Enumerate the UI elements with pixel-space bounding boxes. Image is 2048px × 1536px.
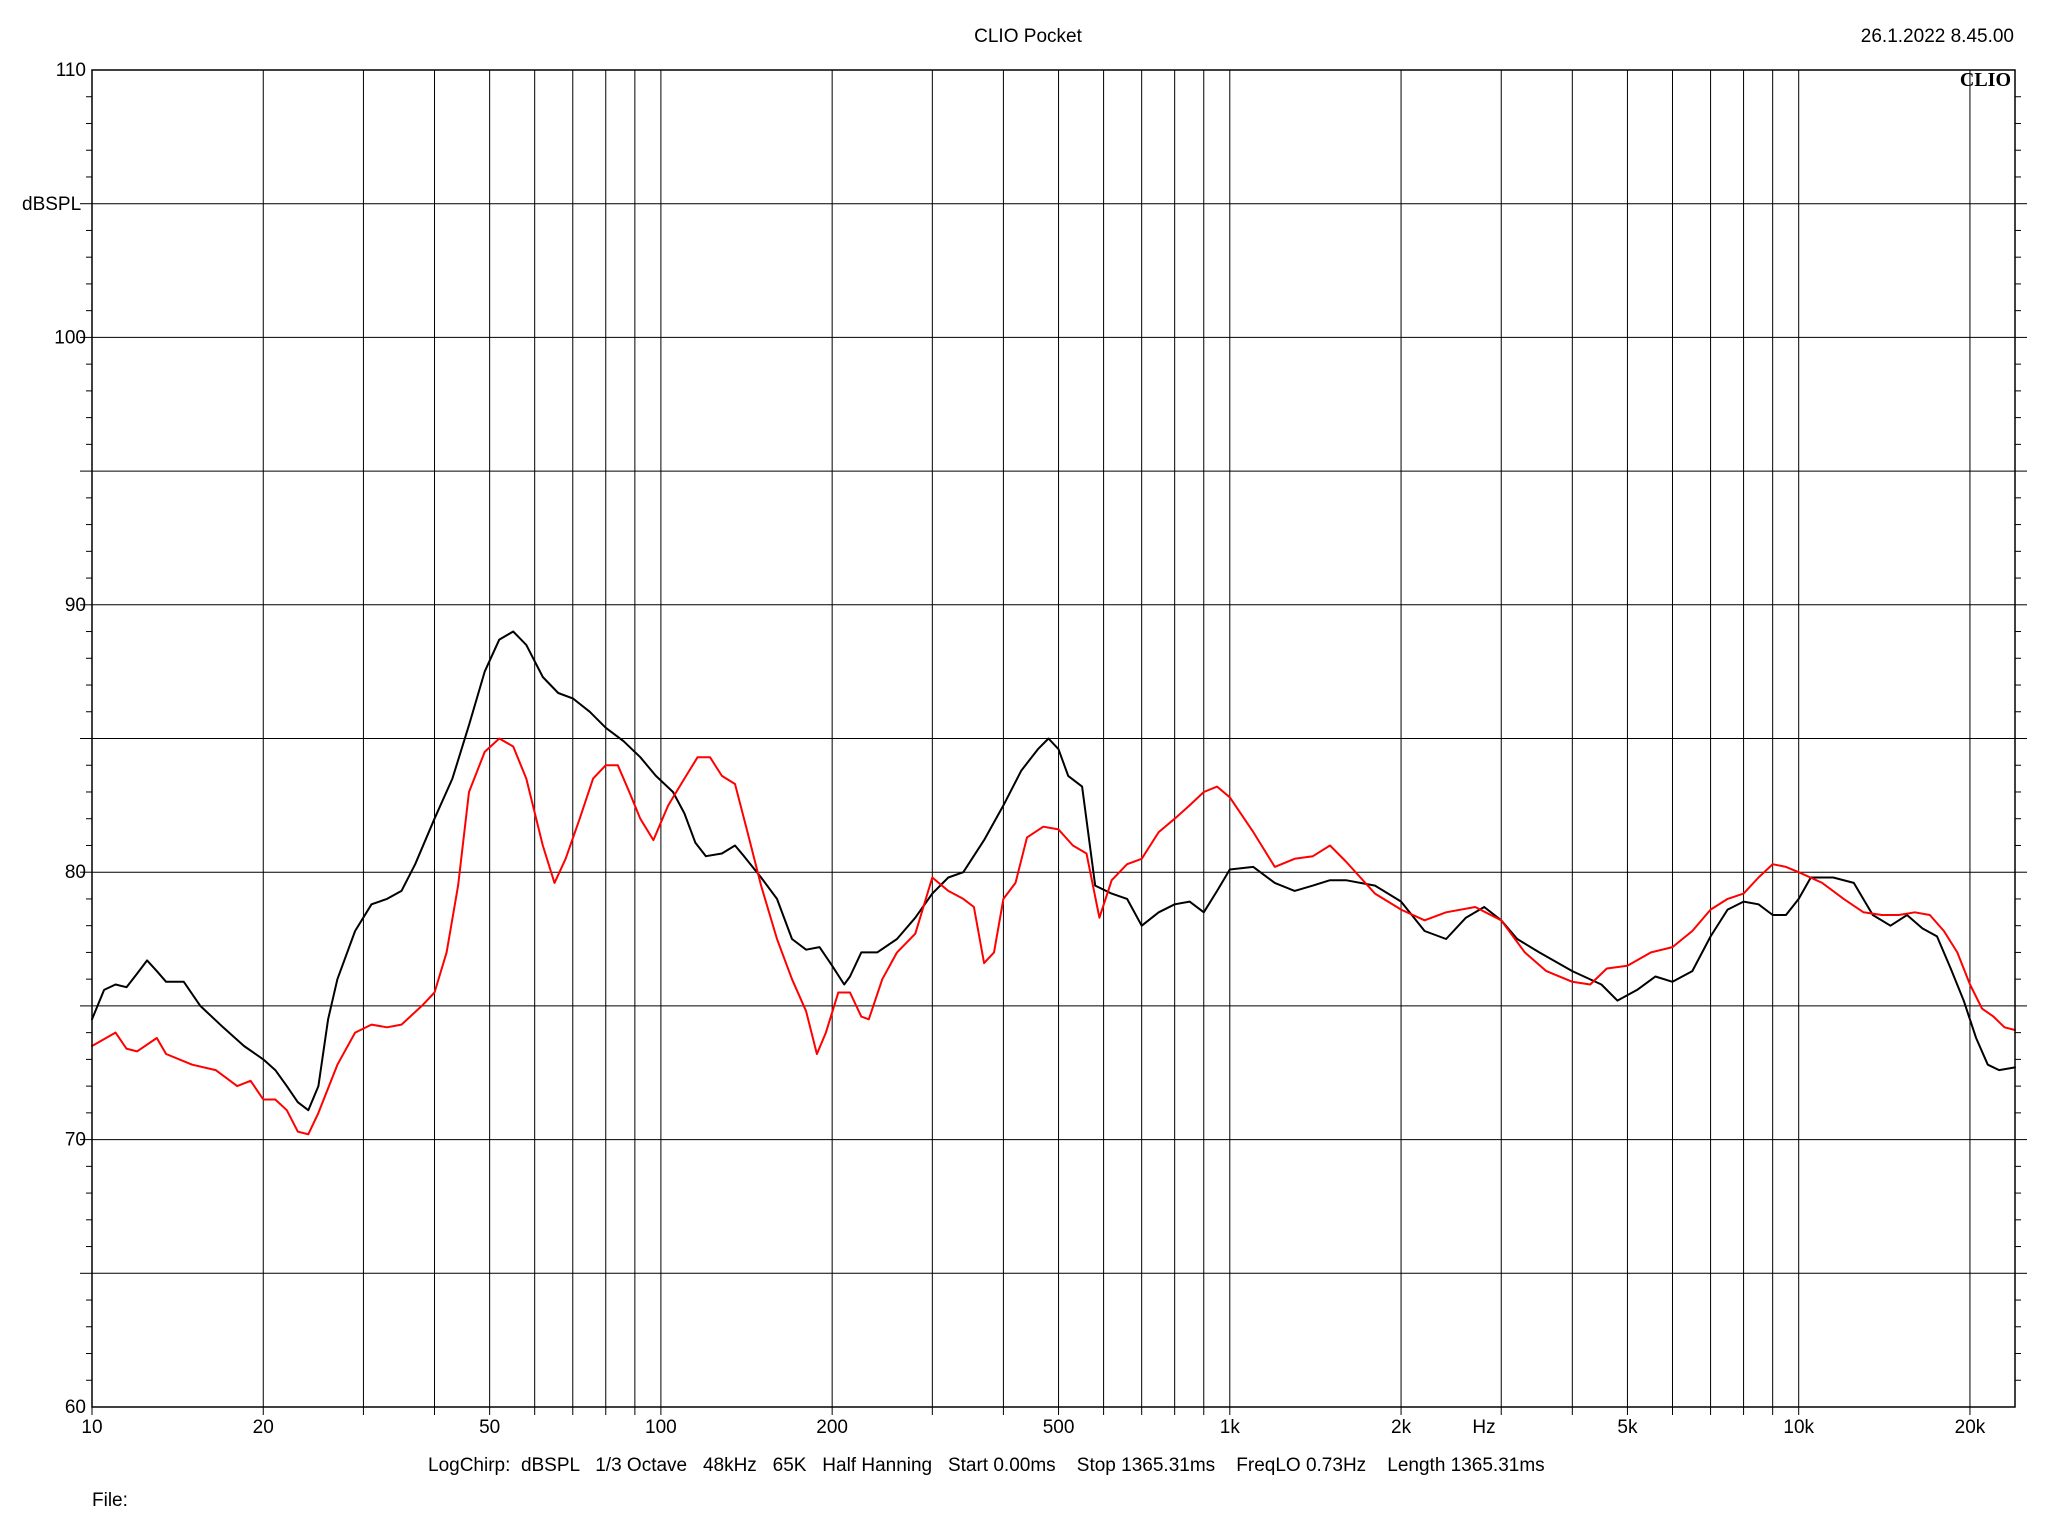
chart-title: CLIO Pocket: [974, 26, 1082, 47]
x-tick-label: 20k: [1955, 1417, 1986, 1438]
y-tick-label: 90: [65, 595, 86, 616]
grid-lines: [92, 70, 2015, 1407]
y-tick-label: 70: [65, 1130, 86, 1151]
x-tick-label: 2k: [1391, 1417, 1412, 1438]
measurement-settings: LogChirp: dBSPL 1/3 Octave 48kHz 65K Hal…: [428, 1455, 1545, 1476]
clio-logo: CLIO: [1960, 69, 2011, 91]
red-response-curve: [91, 737, 2016, 1136]
plot-series: [91, 630, 2016, 1136]
x-axis-unit-label: Hz: [1472, 1417, 1495, 1438]
y-tick-labels: 110 100 90 80 70 60: [54, 60, 86, 1418]
y-tick-label: 80: [65, 862, 86, 883]
x-tick-label: 50: [479, 1417, 500, 1438]
x-tick-label: 500: [1043, 1417, 1075, 1438]
x-tick-label: 1k: [1220, 1417, 1241, 1438]
x-tick-label: 10: [81, 1417, 102, 1438]
y-axis-unit-label: dBSPL: [22, 194, 81, 215]
axis-ticks: [80, 96, 2027, 1415]
timestamp: 26.1.2022 8.45.00: [1861, 26, 2014, 47]
x-tick-label: 100: [645, 1417, 677, 1438]
x-tick-labels: 10 20 50 100 200 500 1k 2k 5k 10k 20k: [81, 1417, 1985, 1438]
x-tick-label: 10k: [1783, 1417, 1814, 1438]
x-tick-label: 5k: [1617, 1417, 1638, 1438]
plot-frame: [91, 69, 2016, 1408]
x-tick-label: 20: [253, 1417, 274, 1438]
black-response-curve: [91, 630, 2016, 1112]
y-tick-label: 110: [56, 60, 86, 81]
x-tick-label: 200: [816, 1417, 848, 1438]
y-tick-label: 100: [54, 327, 86, 348]
y-tick-label: 60: [65, 1397, 86, 1418]
file-label: File:: [92, 1490, 128, 1511]
